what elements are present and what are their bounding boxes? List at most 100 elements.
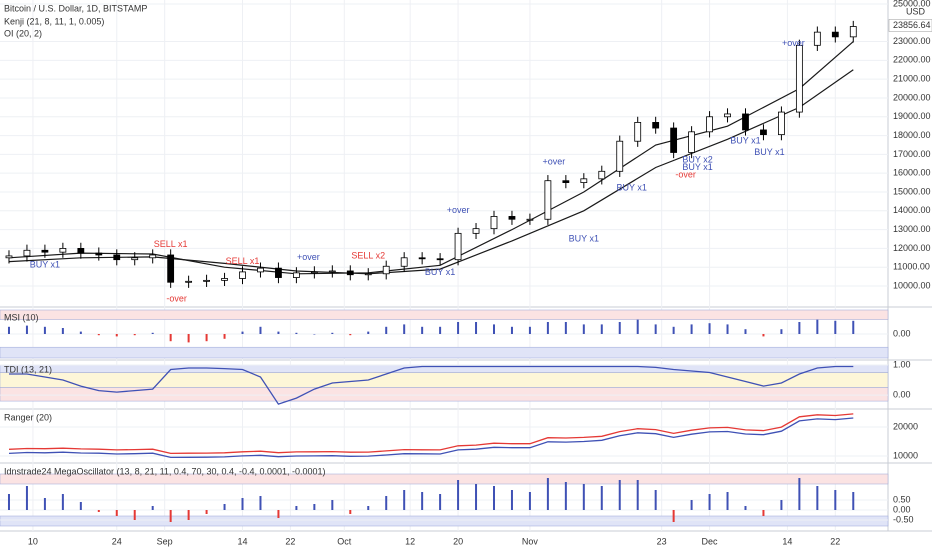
bar — [403, 490, 406, 510]
bar — [618, 322, 621, 334]
bar — [79, 502, 82, 510]
bar — [151, 506, 154, 510]
bar — [798, 478, 801, 510]
annotation: SELL x1 — [226, 256, 260, 266]
band — [0, 309, 889, 320]
y-tick-label: 25000.00 — [893, 0, 931, 8]
bar — [295, 506, 298, 510]
bar — [816, 319, 819, 334]
candle-body — [436, 258, 444, 261]
candle-body — [562, 180, 570, 183]
bar — [277, 510, 280, 518]
y-tick-label: 0.00 — [893, 504, 911, 514]
bar — [582, 484, 585, 510]
x-tick-label: 12 — [405, 536, 415, 546]
y-tick-label: 0.00 — [893, 328, 911, 338]
candle-body — [742, 113, 749, 131]
last-price-label: 23856.64 — [893, 20, 931, 30]
candle-body — [849, 26, 857, 38]
bar — [385, 326, 388, 334]
bar — [798, 322, 801, 334]
bar — [672, 326, 675, 334]
candle-body — [310, 271, 318, 274]
candle-body — [131, 257, 139, 261]
candle-body — [778, 111, 785, 136]
bar — [349, 510, 352, 514]
bar — [7, 494, 10, 510]
x-tick-label: 24 — [112, 536, 122, 546]
bar — [582, 324, 585, 334]
bar — [7, 326, 10, 334]
candle-body — [813, 31, 821, 46]
bar — [510, 490, 513, 510]
x-tick-label: 23 — [657, 536, 667, 546]
candle-body — [634, 122, 642, 142]
candle-body — [23, 249, 31, 257]
y-tick-label: 12000.00 — [893, 243, 931, 253]
bar — [816, 486, 819, 510]
candle-body — [167, 254, 175, 283]
panel-title: MSI (10) — [4, 312, 39, 322]
panel-title: TDI (13, 21) — [4, 364, 52, 374]
y-tick-label: 17000.00 — [893, 149, 931, 159]
bar — [277, 331, 280, 334]
bar — [367, 506, 370, 510]
bar — [61, 328, 64, 334]
kenji-line — [8, 69, 854, 275]
indicator-label: Kenji (21, 8, 11, 1, 0.005) — [4, 16, 104, 26]
bar — [61, 494, 64, 510]
candle-body — [95, 252, 103, 256]
y-tick-label: 10000.00 — [893, 280, 931, 290]
kenji-line — [8, 41, 854, 275]
bar — [528, 326, 531, 334]
annotation: BUY x1 — [30, 260, 60, 270]
candle-body — [724, 113, 731, 118]
candle-body — [598, 170, 606, 180]
bar — [385, 496, 388, 510]
annotation: +over — [782, 38, 805, 48]
annotation: SELL x2 — [351, 250, 385, 260]
y-tick-label: 14000.00 — [893, 205, 931, 215]
candle-body — [652, 122, 660, 129]
bar — [79, 331, 82, 334]
annotation: BUY x1 — [682, 162, 712, 172]
candle-body — [760, 129, 767, 136]
indicator-label: OI (20, 2) — [4, 28, 42, 38]
annotation: BUY x1 — [617, 183, 647, 193]
y-tick-label: 20000 — [893, 421, 918, 431]
x-tick-label: Dec — [702, 536, 719, 546]
bar — [762, 334, 765, 337]
bar — [43, 498, 46, 510]
y-tick-label: 13000.00 — [893, 224, 931, 234]
x-tick-label: 10 — [28, 536, 38, 546]
bar — [492, 486, 495, 510]
bar — [349, 334, 352, 336]
candle-body — [472, 228, 480, 234]
candle-body — [203, 279, 210, 282]
x-tick-label: Oct — [337, 536, 352, 546]
bar — [834, 490, 837, 510]
annotation: BUY x1 — [425, 267, 455, 277]
bar — [313, 334, 316, 335]
annotation: +over — [297, 252, 320, 262]
bar — [187, 510, 190, 520]
bar — [97, 334, 100, 336]
y-tick-label: 19000.00 — [893, 111, 931, 121]
y-tick-label: 0.00 — [893, 389, 911, 399]
bar — [600, 324, 603, 334]
y-tick-label: 0.50 — [893, 494, 911, 504]
y-tick-label: 10000 — [893, 450, 918, 460]
candle-body — [795, 44, 803, 113]
x-tick-label: 22 — [285, 536, 295, 546]
annotation: +over — [542, 156, 565, 166]
annotation: BUY x1 — [569, 233, 599, 243]
candle-body — [239, 271, 246, 279]
bar — [115, 510, 118, 516]
band — [0, 473, 889, 485]
annotation: -over — [675, 169, 696, 179]
bar — [133, 334, 136, 336]
bar — [708, 494, 711, 510]
currency-label: USD — [906, 6, 926, 16]
bar — [25, 325, 28, 334]
bar — [241, 498, 244, 510]
